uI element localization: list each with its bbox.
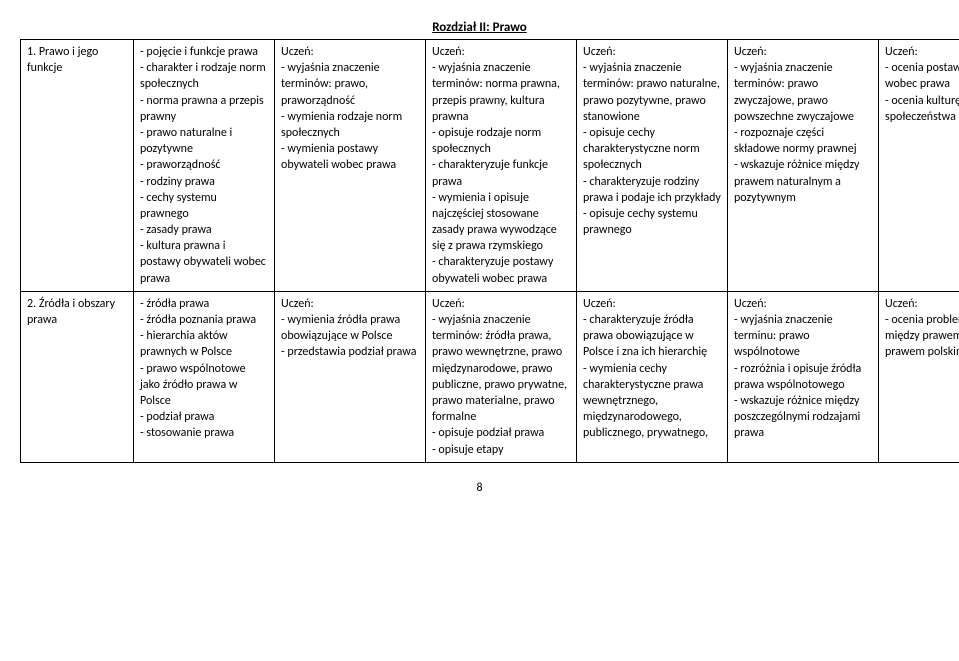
row-c2: Uczeń:- wyjaśnia znaczenie terminów: nor… [426,40,577,292]
row-c5: Uczeń:- ocenia problem zależności między… [879,291,959,462]
table-row: 2. Źródła i obszary prawa - źródła prawa… [21,291,959,462]
row-label: 1. Prawo i jego funkcje [21,40,134,292]
row-desc: - źródła prawa- źródła poznania prawa- h… [134,291,275,462]
curriculum-table: 1. Prawo i jego funkcje - pojęcie i funk… [20,39,959,463]
row-c1: Uczeń:- wymienia źródła prawa obowiązują… [275,291,426,462]
row-c2: Uczeń:- wyjaśnia znaczenie terminów: źró… [426,291,577,462]
page-number: 8 [20,481,939,495]
row-c1: Uczeń:- wyjaśnia znaczenie terminów: pra… [275,40,426,292]
row-desc: - pojęcie i funkcje prawa- charakter i r… [134,40,275,292]
page-container: { "section_title": "Rozdział II: Prawo",… [20,20,939,495]
row-c5: Uczeń:- ocenia postawy obywateli wobec p… [879,40,959,292]
row-c4: Uczeń:- wyjaśnia znaczenie terminów: pra… [728,40,879,292]
table-row: 1. Prawo i jego funkcje - pojęcie i funk… [21,40,959,292]
row-c3: Uczeń:- wyjaśnia znaczenie terminów: pra… [577,40,728,292]
row-label: 2. Źródła i obszary prawa [21,291,134,462]
row-c4: Uczeń:- wyjaśnia znaczenie terminu: praw… [728,291,879,462]
row-c3: Uczeń:- charakteryzuje źródła prawa obow… [577,291,728,462]
section-title: Rozdział II: Prawo [20,20,939,35]
